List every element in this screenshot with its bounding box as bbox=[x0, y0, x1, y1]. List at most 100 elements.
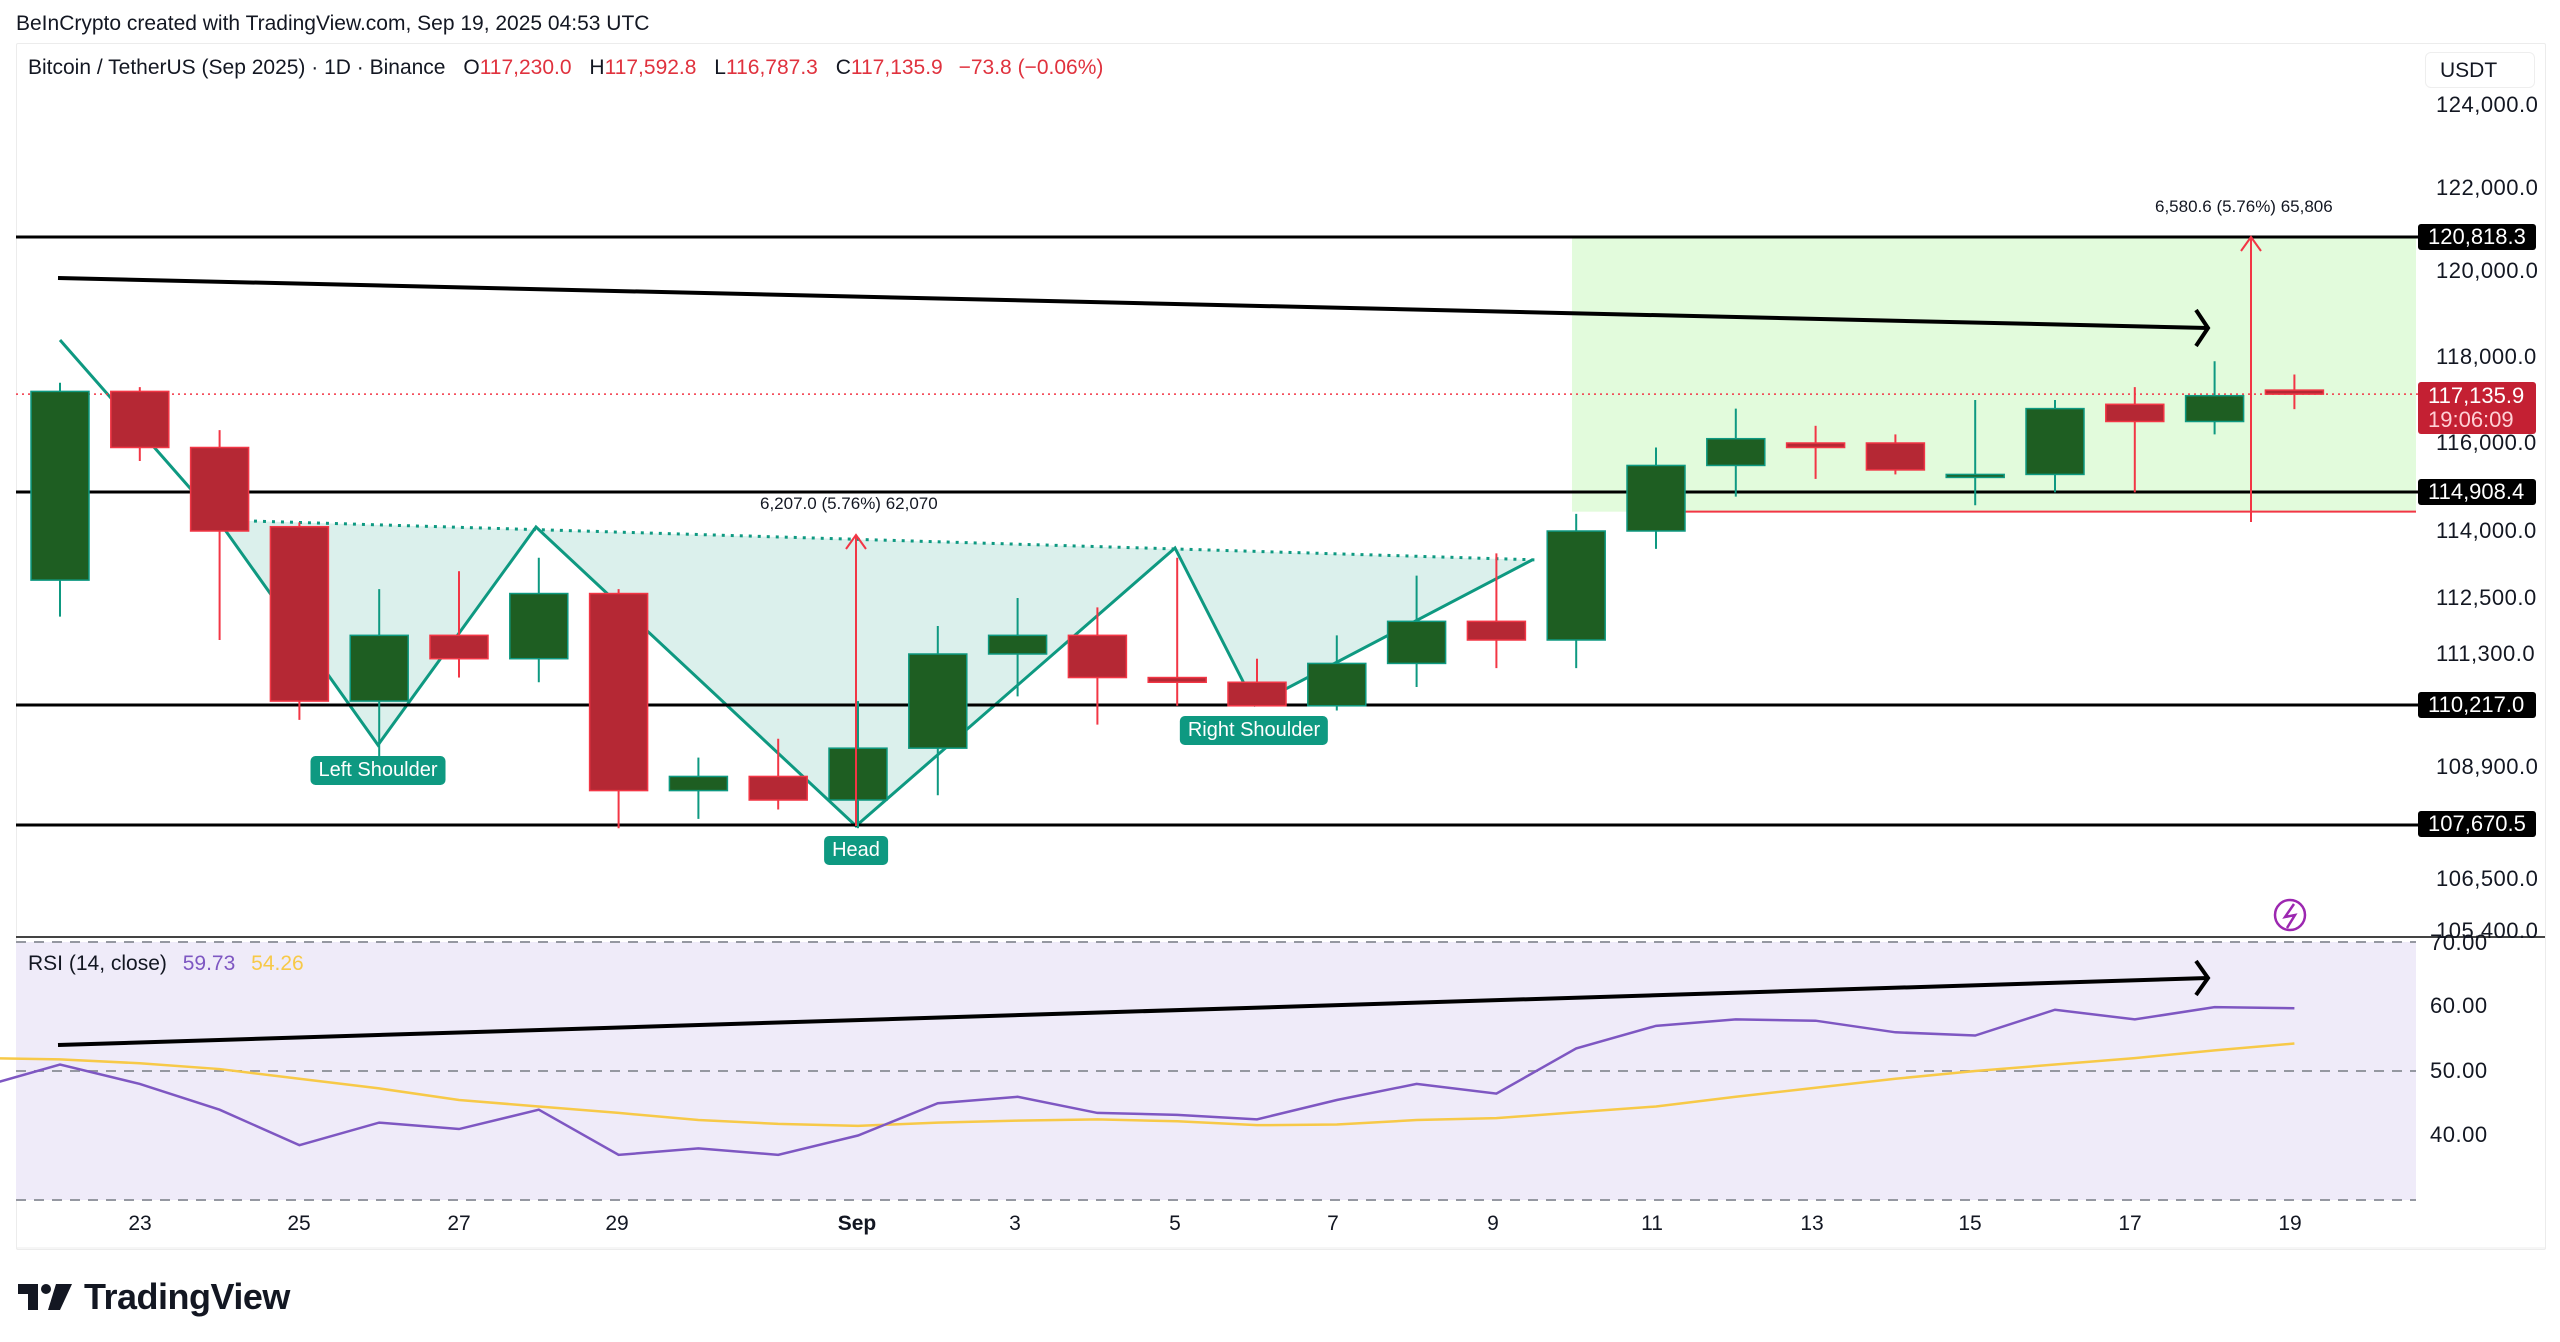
rsi-axis-label: 50.00 bbox=[2430, 1058, 2488, 1083]
high-value: 117,592.8 bbox=[604, 56, 697, 79]
close-value: 117,135.9 bbox=[850, 56, 943, 79]
candle-body[interactable] bbox=[1785, 442, 1846, 449]
candle-body[interactable] bbox=[987, 634, 1048, 655]
candle-body[interactable] bbox=[1227, 681, 1287, 707]
change-value: −73.8 (−0.06%) bbox=[958, 56, 1104, 79]
open-key: O bbox=[463, 56, 480, 79]
time-axis-label: 25 bbox=[287, 1212, 311, 1235]
rsi-title[interactable]: RSI (14, close) bbox=[28, 952, 167, 975]
candle-body[interactable] bbox=[1466, 620, 1527, 641]
time-axis-label: 15 bbox=[1958, 1212, 1982, 1235]
rsi-legend: RSI (14, close) 59.73 54.26 bbox=[28, 952, 304, 976]
candle-body[interactable] bbox=[1865, 442, 1926, 471]
time-axis-label: 23 bbox=[128, 1212, 152, 1235]
candle-body[interactable] bbox=[1945, 473, 2005, 479]
candle-body[interactable] bbox=[908, 653, 968, 749]
symbol-legend: Bitcoin / TetherUS (Sep 2025) · 1D · Bin… bbox=[28, 56, 1103, 80]
price-axis-label: 116,000.0 bbox=[2436, 430, 2537, 455]
head-label[interactable]: Head bbox=[824, 836, 888, 865]
candle-body[interactable] bbox=[30, 390, 90, 581]
candle-body[interactable] bbox=[2025, 407, 2085, 476]
resistance-price-tag: 120,818.3 bbox=[2418, 224, 2536, 250]
candle-body[interactable] bbox=[828, 747, 888, 801]
support-price-tag: 110,217.0 bbox=[2418, 692, 2536, 718]
candle-body[interactable] bbox=[1386, 620, 1447, 665]
candle-body[interactable] bbox=[748, 775, 808, 801]
candle-body[interactable] bbox=[1067, 634, 1128, 679]
tradingview-logo-text: TradingView bbox=[84, 1276, 290, 1317]
rsi-ma-value: 54.26 bbox=[251, 952, 304, 975]
currency-button[interactable]: USDT bbox=[2425, 52, 2535, 88]
price-axis-label: 111,300.0 bbox=[2436, 641, 2536, 666]
low-key: L bbox=[714, 56, 726, 79]
right-shoulder-label[interactable]: Right Shoulder bbox=[1179, 716, 1329, 745]
candle-body[interactable] bbox=[1546, 530, 1606, 641]
price-axis-label: 118,000.0 bbox=[2436, 344, 2537, 369]
candle-body[interactable] bbox=[509, 592, 569, 660]
pattern-fill bbox=[218, 520, 1532, 826]
left-shoulder-label[interactable]: Left Shoulder bbox=[310, 756, 446, 785]
pattern-height-measure: 6,207.0 (5.76%) 62,070 bbox=[760, 494, 938, 513]
rsi-trend-arrowhead-icon bbox=[2194, 959, 2211, 997]
target-zone bbox=[1572, 237, 2416, 512]
candle-body[interactable] bbox=[588, 592, 649, 792]
price-axis-label: 108,900.0 bbox=[2436, 754, 2539, 779]
candle-body[interactable] bbox=[349, 634, 409, 702]
last-price-tag: 117,135.9 19:06:09 bbox=[2418, 382, 2536, 434]
time-axis-label: 5 bbox=[1169, 1212, 1181, 1235]
time-axis-label: 29 bbox=[605, 1212, 629, 1235]
candle-body[interactable] bbox=[1706, 437, 1766, 467]
lightning-icon[interactable] bbox=[2273, 898, 2307, 932]
last-price: 117,135.9 bbox=[2428, 383, 2525, 408]
pattern-height-arrow-head-icon bbox=[845, 533, 867, 550]
lightning-bolt-icon bbox=[2282, 903, 2298, 929]
symbol-title[interactable]: Bitcoin / TetherUS (Sep 2025) · 1D · Bin… bbox=[28, 56, 446, 79]
price-axis-label: 122,000.0 bbox=[2436, 175, 2539, 200]
time-axis-label: 11 bbox=[1641, 1212, 1663, 1235]
high-key: H bbox=[589, 56, 605, 79]
tradingview-logo[interactable]: TradingView bbox=[18, 1276, 290, 1318]
candle-body[interactable] bbox=[2184, 394, 2245, 423]
rsi-axis-label: 60.00 bbox=[2430, 993, 2488, 1018]
candle-body[interactable] bbox=[110, 390, 170, 449]
time-axis-label: 9 bbox=[1487, 1212, 1499, 1235]
neckline-price-tag: 114,908.4 bbox=[2418, 479, 2536, 505]
bar-countdown: 19:06:09 bbox=[2428, 407, 2514, 432]
candle-body[interactable] bbox=[1147, 676, 1207, 684]
rsi-line[interactable] bbox=[0, 1005, 2295, 1157]
time-axis-label: 19 bbox=[2278, 1212, 2302, 1235]
candle-body[interactable] bbox=[668, 775, 729, 792]
candle-body[interactable] bbox=[269, 525, 330, 702]
open-value: 117,230.0 bbox=[479, 56, 572, 79]
candle-body[interactable] bbox=[1626, 464, 1686, 532]
price-axis-label: 106,500.0 bbox=[2436, 866, 2539, 891]
candle-body[interactable] bbox=[2264, 389, 2325, 395]
time-axis-label: 13 bbox=[1800, 1212, 1824, 1235]
rsi-axis-label: 70.00 bbox=[2430, 930, 2488, 955]
candle-body[interactable] bbox=[1307, 662, 1367, 707]
rsi-trend-arrow[interactable] bbox=[57, 976, 2209, 1047]
head-low-price-tag: 107,670.5 bbox=[2418, 811, 2536, 837]
price-axis-label: 105,400.0 bbox=[2436, 918, 2539, 943]
price-axis-label: 120,000.0 bbox=[2436, 258, 2539, 283]
low-value: 116,787.3 bbox=[725, 56, 818, 79]
rsi-value: 59.73 bbox=[182, 952, 236, 975]
chart-credit: BeInCrypto created with TradingView.com,… bbox=[16, 12, 650, 35]
close-key: C bbox=[835, 56, 851, 79]
price-trend-arrow[interactable] bbox=[57, 276, 2209, 330]
head-shoulders-pattern[interactable] bbox=[58, 339, 1533, 829]
price-axis-label: 112,500.0 bbox=[2436, 585, 2537, 610]
rsi-axis-label: 40.00 bbox=[2430, 1122, 2488, 1147]
tradingview-logo-icon bbox=[18, 1284, 72, 1310]
rsi-ma-line[interactable] bbox=[0, 1042, 2295, 1128]
candle-body[interactable] bbox=[429, 634, 489, 660]
target-arrow-head-icon bbox=[2240, 235, 2262, 252]
candle-body[interactable] bbox=[2105, 403, 2165, 423]
time-axis-label: 17 bbox=[2118, 1212, 2142, 1235]
price-axis-label: 114,000.0 bbox=[2436, 518, 2537, 543]
target-measure: 6,580.6 (5.76%) 65,806 bbox=[2155, 197, 2333, 216]
candle-body[interactable] bbox=[189, 446, 250, 532]
time-axis-label: 7 bbox=[1327, 1212, 1339, 1235]
price-axis-label: 124,000.0 bbox=[2436, 92, 2539, 117]
